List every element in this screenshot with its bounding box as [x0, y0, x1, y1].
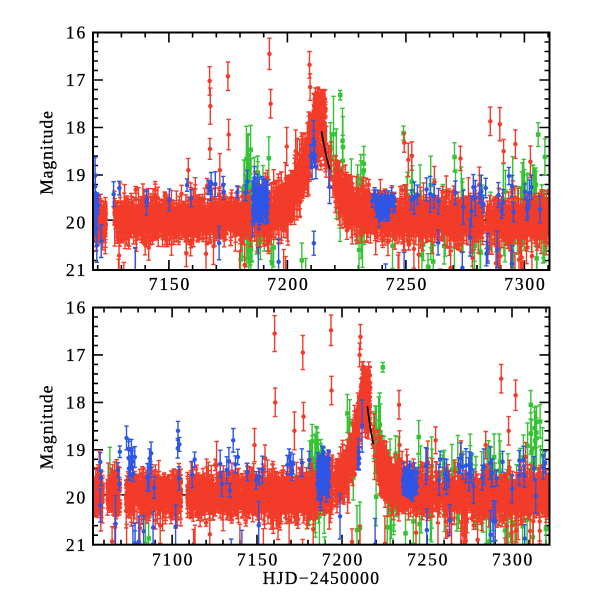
svg-text:21: 21 [66, 260, 87, 280]
svg-text:17: 17 [66, 70, 87, 90]
svg-text:17: 17 [66, 345, 87, 365]
svg-text:16: 16 [66, 23, 87, 43]
svg-text:7100: 7100 [152, 549, 194, 569]
svg-text:18: 18 [66, 118, 87, 138]
svg-text:20: 20 [66, 213, 87, 233]
svg-text:18: 18 [66, 393, 87, 413]
svg-text:19: 19 [66, 165, 87, 185]
svg-text:Magnitude: Magnitude [37, 110, 57, 195]
svg-text:7200: 7200 [322, 549, 364, 569]
svg-text:19: 19 [66, 440, 87, 460]
svg-text:7150: 7150 [237, 549, 279, 569]
svg-text:Magnitude: Magnitude [37, 385, 57, 470]
svg-text:20: 20 [66, 488, 87, 508]
svg-text:21: 21 [66, 535, 87, 555]
svg-text:7250: 7250 [407, 549, 449, 569]
svg-text:7300: 7300 [504, 274, 546, 294]
svg-text:7200: 7200 [267, 274, 309, 294]
svg-text:7250: 7250 [386, 274, 428, 294]
svg-text:16: 16 [66, 298, 87, 318]
svg-text:7300: 7300 [492, 549, 534, 569]
svg-text:HJD−2450000: HJD−2450000 [263, 568, 381, 588]
svg-text:7150: 7150 [149, 274, 191, 294]
